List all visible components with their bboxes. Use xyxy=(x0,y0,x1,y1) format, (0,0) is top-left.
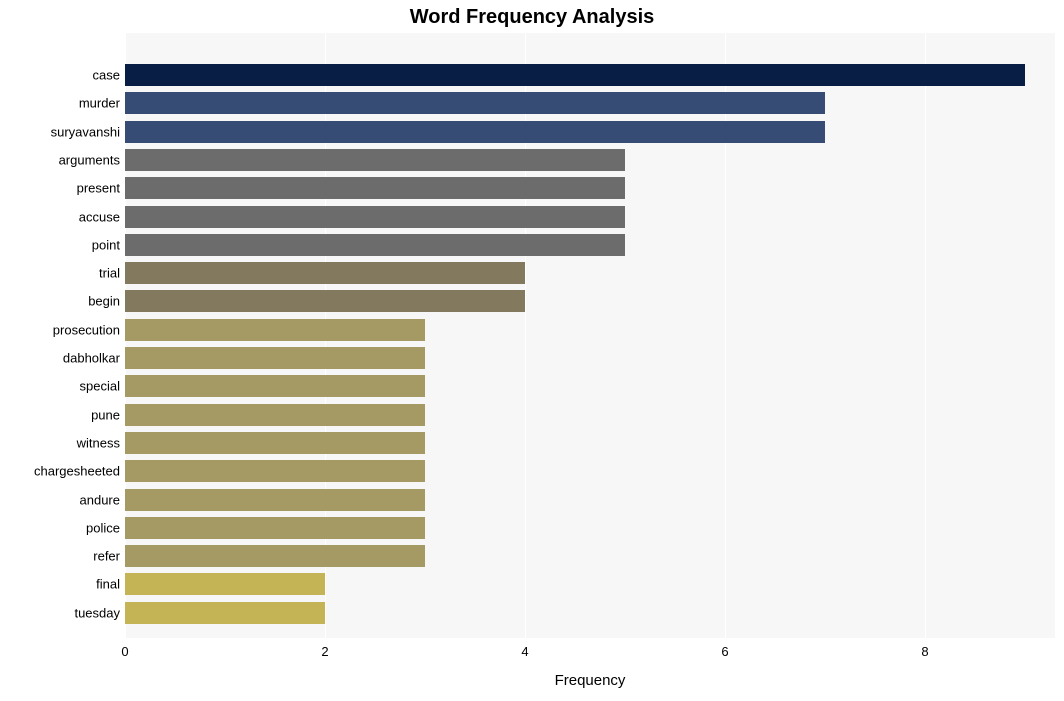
y-axis-label: pune xyxy=(91,408,120,421)
plot-area xyxy=(125,33,1055,638)
bar xyxy=(125,121,825,143)
bar xyxy=(125,149,625,171)
bar xyxy=(125,517,425,539)
x-axis-tick-label: 0 xyxy=(121,644,128,659)
y-axis-label: begin xyxy=(88,295,120,308)
x-axis-tick-labels: 02468 xyxy=(125,638,1055,663)
y-axis-label: point xyxy=(92,238,120,251)
bar xyxy=(125,375,425,397)
chart-container: Word Frequency Analysis case murder suryav… xyxy=(0,0,1064,701)
y-axis-label: tuesday xyxy=(74,606,120,619)
y-axis-label: dabholkar xyxy=(63,352,120,365)
y-axis-label: police xyxy=(86,521,120,534)
y-axis-label: present xyxy=(77,182,120,195)
bar xyxy=(125,489,425,511)
x-axis-tick-label: 6 xyxy=(721,644,728,659)
y-axis-label: special xyxy=(80,380,120,393)
bars xyxy=(125,33,1055,638)
y-axis-label: murder xyxy=(79,97,120,110)
bar xyxy=(125,602,325,624)
y-axis-label: case xyxy=(93,69,120,82)
bar xyxy=(125,262,525,284)
bar xyxy=(125,234,625,256)
y-axis-label: refer xyxy=(93,550,120,563)
x-axis-tick-label: 4 xyxy=(521,644,528,659)
y-axis-labels: case murder suryavanshi arguments present acc… xyxy=(0,33,120,638)
bar xyxy=(125,64,1025,86)
x-axis-title: Frequency xyxy=(125,672,1055,689)
x-axis-tick-label: 2 xyxy=(321,644,328,659)
y-axis-label: final xyxy=(96,578,120,591)
bar xyxy=(125,432,425,454)
bar xyxy=(125,177,625,199)
bar xyxy=(125,206,625,228)
bar xyxy=(125,404,425,426)
bar xyxy=(125,460,425,482)
y-axis-label: andure xyxy=(80,493,120,506)
x-axis-tick-label: 8 xyxy=(921,644,928,659)
y-axis-label: chargesheeted xyxy=(34,465,120,478)
bar xyxy=(125,290,525,312)
y-axis-label: trial xyxy=(99,267,120,280)
chart-title: Word Frequency Analysis xyxy=(0,6,1064,29)
y-axis-label: prosecution xyxy=(53,323,120,336)
bar xyxy=(125,573,325,595)
bar xyxy=(125,319,425,341)
y-axis-label: accuse xyxy=(79,210,120,223)
y-axis-label: witness xyxy=(77,436,120,449)
y-axis-label: suryavanshi xyxy=(51,125,120,138)
y-axis-label: arguments xyxy=(59,153,120,166)
bar xyxy=(125,92,825,114)
bar xyxy=(125,545,425,567)
bar xyxy=(125,347,425,369)
